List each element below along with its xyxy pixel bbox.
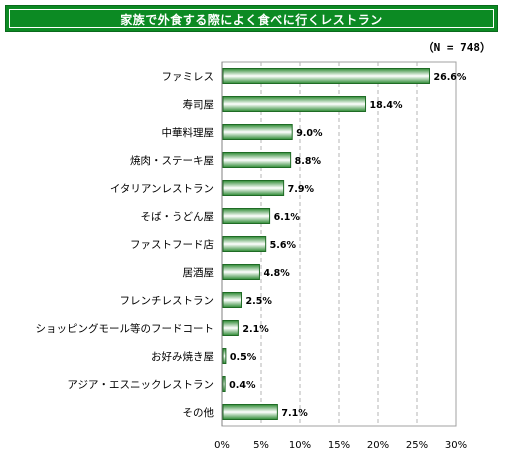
x-tick-label: 15% bbox=[328, 440, 350, 451]
data-label: 0.5% bbox=[230, 352, 257, 363]
data-label: 5.6% bbox=[270, 240, 297, 251]
data-label: 2.5% bbox=[246, 296, 273, 307]
data-label: 18.4% bbox=[370, 100, 403, 111]
bar bbox=[222, 152, 292, 168]
category-label: ショッピングモール等のフードコート bbox=[36, 322, 215, 335]
bar bbox=[222, 376, 226, 392]
category-label: 寿司屋 bbox=[183, 98, 215, 111]
category-label: フレンチレストラン bbox=[120, 295, 215, 307]
bar bbox=[222, 320, 239, 336]
category-label: 居酒屋 bbox=[183, 266, 215, 279]
category-label: その他 bbox=[183, 406, 215, 419]
bar bbox=[222, 180, 285, 196]
data-label: 0.4% bbox=[229, 380, 256, 391]
sample-size-label: （N = 748） bbox=[422, 41, 491, 54]
data-label: 7.9% bbox=[288, 184, 315, 195]
category-label: 焼肉・ステーキ屋 bbox=[130, 154, 214, 167]
category-label: お好み焼き屋 bbox=[151, 351, 214, 363]
chart-title-bar: 家族で外食する際によく食べに行くレストラン bbox=[5, 5, 498, 32]
data-label: 9.0% bbox=[296, 128, 323, 139]
data-label: 6.1% bbox=[274, 212, 301, 223]
chart-title: 家族で外食する際によく食べに行くレストラン bbox=[120, 13, 383, 27]
bar bbox=[222, 236, 267, 252]
category-label: そば・うどん屋 bbox=[141, 211, 215, 223]
category-label: ファストフード店 bbox=[130, 238, 214, 251]
bar bbox=[222, 208, 271, 224]
bar bbox=[222, 348, 227, 364]
category-label: イタリアンレストラン bbox=[110, 183, 214, 195]
bar bbox=[222, 68, 430, 84]
data-label: 26.6% bbox=[433, 72, 466, 83]
x-tick-label: 25% bbox=[406, 440, 428, 451]
x-tick-label: 0% bbox=[214, 440, 230, 451]
x-tick-label: 30% bbox=[445, 440, 467, 451]
x-tick-label: 20% bbox=[367, 440, 389, 451]
bar bbox=[222, 264, 260, 280]
x-tick-label: 10% bbox=[289, 440, 311, 451]
data-label: 8.8% bbox=[295, 156, 322, 167]
x-tick-label: 5% bbox=[253, 440, 269, 451]
data-label: 2.1% bbox=[242, 324, 269, 335]
bar bbox=[222, 96, 367, 112]
category-label: 中華料理屋 bbox=[162, 126, 215, 139]
bar bbox=[222, 292, 242, 308]
bar bbox=[222, 404, 278, 420]
category-label: ファミレス bbox=[162, 71, 215, 83]
data-label: 4.8% bbox=[263, 268, 290, 279]
bar bbox=[222, 124, 293, 140]
data-label: 7.1% bbox=[281, 408, 308, 419]
category-label: アジア・エスニックレストラン bbox=[67, 379, 214, 391]
